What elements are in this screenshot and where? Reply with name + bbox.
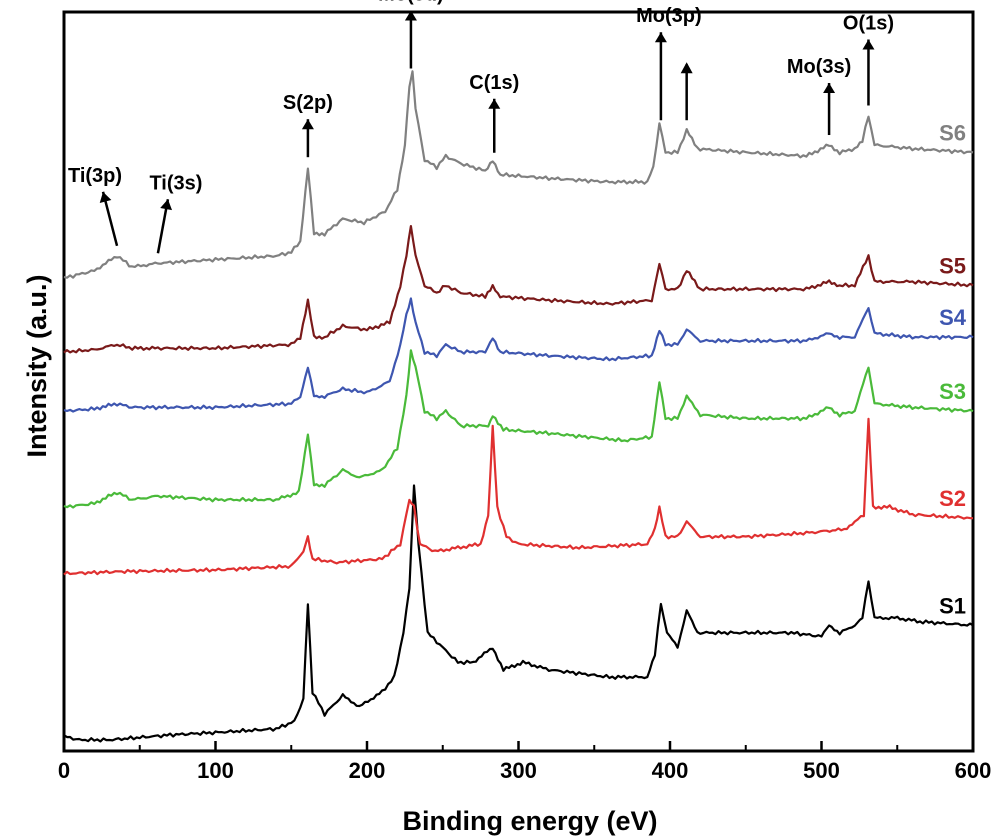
x-tick-label: 0 [58,758,70,783]
series-label-s1: S1 [939,593,966,618]
peak-label: C(1s) [469,72,519,94]
series-line-s4 [63,297,974,413]
peak-arrow-head [99,191,112,204]
peak-arrow-head [680,62,693,74]
peak-arrow-head [862,39,875,50]
x-axis-title: Binding energy (eV) [402,806,657,836]
plot-frame [62,10,975,753]
peak-arrow-head [488,98,501,109]
peak-arrow-head [160,199,173,211]
peak-label: Mo(3p) [636,5,702,27]
series-line-s3 [63,349,974,509]
peak-label: Ti(3p) [68,165,122,187]
x-tick-label: 500 [803,758,840,783]
peak-label: S(2p) [283,92,333,114]
series-label-s6: S6 [939,120,966,145]
series-line-s5 [63,225,974,354]
peak-label: Mo(3s) [787,56,851,78]
peak-arrow-head [823,83,836,94]
series-label-s5: S5 [939,253,966,278]
x-tick-label: 300 [500,758,537,783]
x-tick-label: 200 [349,758,386,783]
series-line-s2 [63,417,974,576]
series-line-s6 [63,70,974,279]
series-label-s3: S3 [939,379,966,404]
peak-arrow-head [301,119,314,130]
y-axis-title: Intensity (a.u.) [22,274,52,457]
x-tick-label: 400 [652,758,689,783]
series-label-s4: S4 [939,305,967,330]
x-tick-label: 600 [955,758,992,783]
peak-label: O(1s) [843,12,894,34]
x-tick-label: 100 [197,758,234,783]
series-label-s2: S2 [939,486,966,511]
peak-arrow-head [404,10,417,21]
peak-label: Mo(3d) [378,0,444,6]
peak-label: Ti(3s) [149,172,202,194]
peak-arrow-head [654,32,667,43]
series-line-s1 [63,484,974,743]
